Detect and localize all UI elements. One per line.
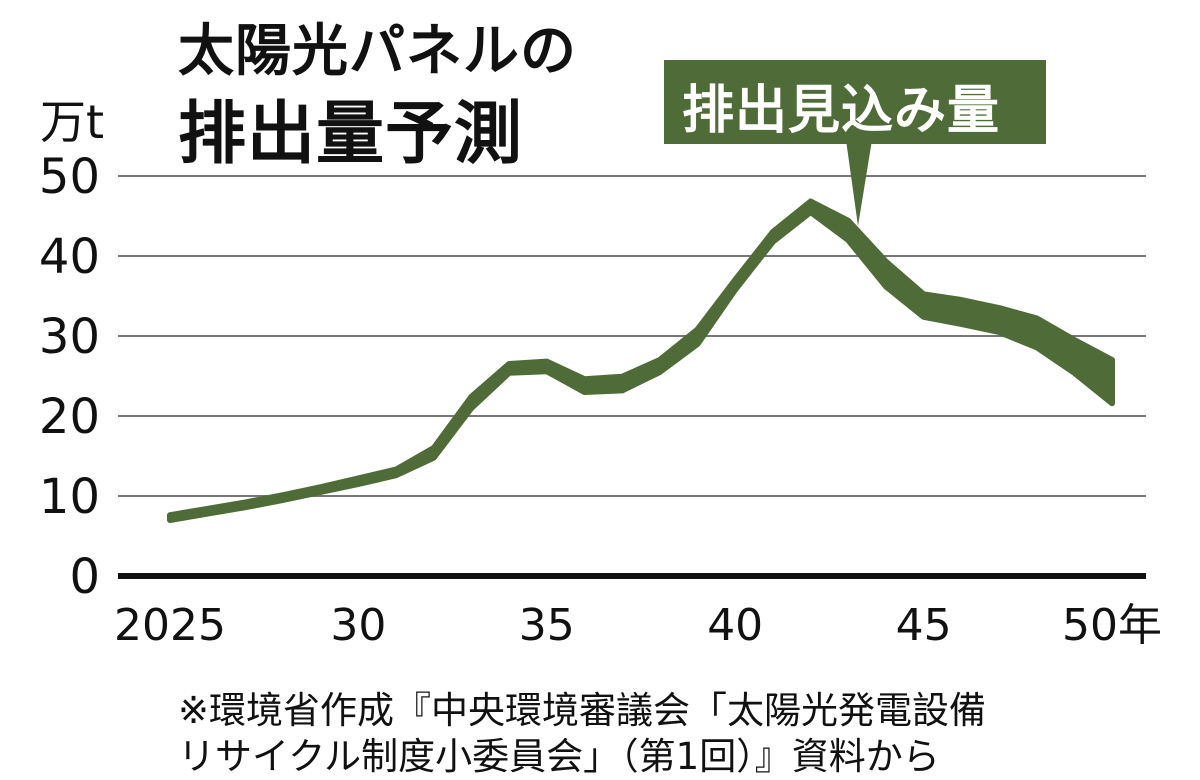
x-tick-label: 45 (896, 600, 952, 651)
x-tick-label: 40 (707, 600, 763, 651)
x-tick-labels: 2025 30 35 40 45 50年 (114, 600, 1162, 651)
source-note-line-1: ※環境省作成『中央環境審議会「太陽光発電設備 (178, 689, 987, 732)
y-tick-label: 0 (69, 549, 100, 605)
y-axis-unit: 万t (40, 95, 105, 149)
x-tick-label: 35 (519, 600, 575, 651)
x-tick-label: 2025 (114, 600, 226, 651)
annotation-box (664, 60, 1046, 144)
y-tick-label: 30 (39, 309, 100, 365)
x-tick-label: 50年 (1062, 600, 1162, 651)
y-tick-labels: 0 10 20 30 40 50 (39, 149, 100, 605)
y-tick-label: 40 (39, 229, 100, 285)
y-tick-label: 20 (39, 389, 100, 445)
y-tick-label: 50 (39, 149, 100, 205)
y-tick-label: 10 (39, 469, 100, 525)
chart-title-line-1: 太陽光パネルの (178, 19, 577, 84)
callout-pointer (846, 140, 872, 226)
plot-area (167, 198, 1115, 523)
x-tick-label: 30 (330, 600, 386, 651)
gridlines (118, 175, 1146, 497)
emission-band (167, 198, 1115, 523)
chart-title-line-2: 排出量予測 (178, 95, 524, 174)
annotation-label: 排出見込み量 (682, 81, 1001, 141)
source-note-line-2: リサイクル制度小委員会」（第1回）』資料から (178, 735, 940, 778)
